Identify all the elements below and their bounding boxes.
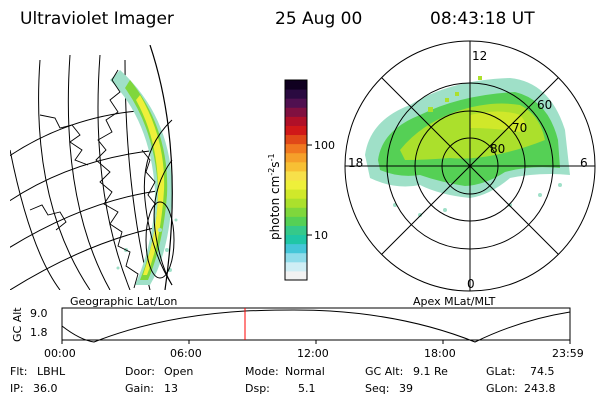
longitude-line xyxy=(38,59,91,290)
header-date: 25 Aug 00 xyxy=(275,9,363,29)
aurora-band-core xyxy=(136,95,165,275)
info-glon-label: GLon: xyxy=(486,382,518,395)
aurora-oval-bright xyxy=(470,111,525,132)
longitude-line xyxy=(67,54,111,290)
coastline xyxy=(95,69,139,289)
instrument-title: Ultraviolet Imager xyxy=(20,9,174,29)
info-ip-label: IP: xyxy=(10,382,24,395)
mlt-label-0: 0 xyxy=(467,277,475,291)
info-door-value: Open xyxy=(164,365,194,378)
info-flt-label: Flt: xyxy=(10,365,28,378)
mlt-label-6: 6 xyxy=(580,156,588,170)
colorbar-segment xyxy=(285,152,307,163)
colorbar-segment xyxy=(285,243,307,254)
latitude-line xyxy=(10,109,151,157)
colorbar-segment xyxy=(285,189,307,199)
earth-limb xyxy=(149,45,173,290)
colorbar-segment xyxy=(285,261,307,272)
lat-label-60: 60 xyxy=(537,98,553,112)
colorbar-tick-100: 100 xyxy=(314,139,335,152)
colorbar-segment xyxy=(285,98,307,108)
colorbar-segment xyxy=(285,207,307,217)
colorbar-segment xyxy=(285,252,307,263)
longitude-line xyxy=(97,54,131,290)
altitude-xtick: 18:00 xyxy=(424,347,456,360)
info-flt-value: LBHL xyxy=(37,365,66,378)
mlt-label-12: 12 xyxy=(472,49,488,63)
colorbar-segment xyxy=(285,89,307,99)
altitude-ytick-min: 1.8 xyxy=(30,326,48,339)
latitude-line xyxy=(10,149,159,202)
info-glat-label: GLat: xyxy=(486,365,516,378)
info-gain-label: Gain: xyxy=(125,382,154,395)
info-glat-value: 74.5 xyxy=(530,365,555,378)
coastline xyxy=(39,114,89,166)
colorbar-segment xyxy=(285,270,307,281)
colorbar-segment xyxy=(285,80,307,90)
header-time: 08:43:18 UT xyxy=(430,9,535,29)
altitude-curve xyxy=(61,309,571,343)
info-gcalt-value: 9.1 Re xyxy=(413,365,448,378)
colorbar-segment xyxy=(285,225,307,236)
info-gain-value: 13 xyxy=(164,382,178,395)
altitude-ylabel: GC Alt xyxy=(11,307,24,342)
info-glon-value: 243.8 xyxy=(524,382,556,395)
altitude-xtick: 12:00 xyxy=(297,347,329,360)
grid-circle xyxy=(143,119,173,286)
altitude-xtick: 06:00 xyxy=(170,347,202,360)
info-mode-label: Mode: xyxy=(245,365,279,378)
colorbar-segment xyxy=(285,216,307,226)
colorbar-segment xyxy=(285,116,307,126)
info-ip-value: 36.0 xyxy=(33,382,58,395)
right-panel-label: Apex MLat/MLT xyxy=(413,295,496,308)
info-seq-label: Seq: xyxy=(365,382,390,395)
lat-label-70: 70 xyxy=(512,121,528,135)
altitude-ytick-max: 9.0 xyxy=(30,307,48,320)
info-mode-value: Normal xyxy=(285,365,325,378)
info-dsp-label: Dsp: xyxy=(245,382,270,395)
colorbar-segment xyxy=(285,161,307,172)
colorbar-segment xyxy=(285,180,307,190)
colorbar-tick-10: 10 xyxy=(314,229,328,242)
left-panel-label: Geographic Lat/Lon xyxy=(70,295,178,308)
colorbar-segment xyxy=(285,107,307,117)
colorbar-segment xyxy=(285,134,307,145)
altitude-xtick: 23:59 xyxy=(552,347,584,360)
lat-label-80: 80 xyxy=(490,142,506,156)
coastline xyxy=(29,204,67,231)
colorbar-segment xyxy=(285,234,307,245)
colorbar-segment xyxy=(285,143,307,154)
info-dsp-value: 5.1 xyxy=(298,382,316,395)
colorbar-segment xyxy=(285,198,307,208)
polar-diagonal xyxy=(381,77,559,255)
info-seq-value: 39 xyxy=(399,382,413,395)
altitude-xtick: 00:00 xyxy=(44,347,76,360)
colorbar-segment xyxy=(285,170,307,181)
info-gcalt-label: GC Alt: xyxy=(365,365,404,378)
longitude-line xyxy=(10,149,61,290)
info-door-label: Door: xyxy=(125,365,155,378)
grid-circle xyxy=(145,201,175,279)
colorbar-segment xyxy=(285,125,307,136)
mlt-label-18: 18 xyxy=(348,156,364,170)
grid-circle xyxy=(153,159,173,286)
